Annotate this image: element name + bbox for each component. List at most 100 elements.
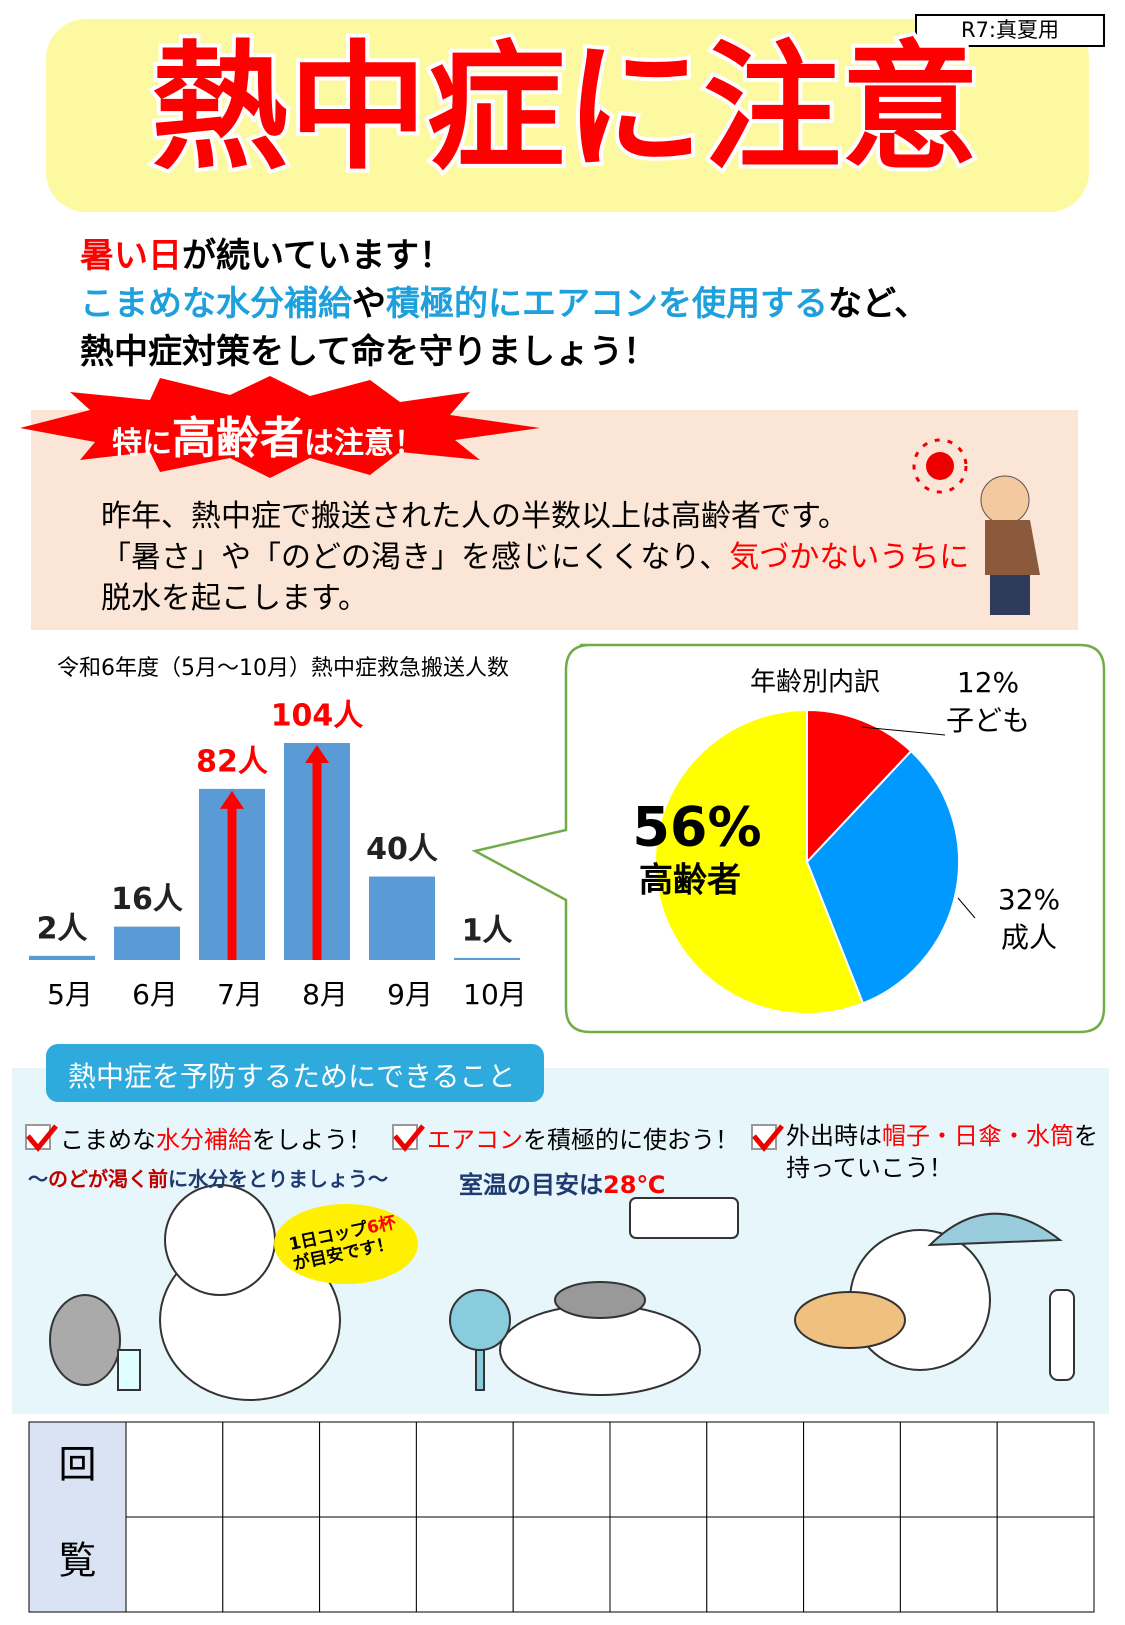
prevention-heading-box: [46, 1044, 544, 1102]
table-cell: [319, 1516, 417, 1613]
line: 「暑さ」や「のどの渇き」を感じにくくなり、気づかないうちに: [101, 537, 969, 578]
elderly-text: 昨年、熱中症で搬送された人の半数以上は高齢者です。 「暑さ」や「のどの渇き」を感じ…: [101, 496, 969, 619]
pie-chart: 年齢別内訳 12% 子ども 32% 成人 56%高齢者: [632, 666, 1060, 1015]
table-cell: [609, 1421, 708, 1518]
table-cell: [706, 1421, 805, 1518]
text-segment: 外出時は: [786, 1122, 882, 1150]
table-cell: [899, 1421, 998, 1518]
line: 昨年、熱中症で搬送された人の半数以上は高齢者です。: [101, 496, 969, 537]
text-segment: 高齢者: [172, 413, 304, 464]
item-sub: 室温の目安は28℃: [459, 1165, 665, 1200]
text-segment: を持っていこう！: [786, 1122, 1098, 1182]
bar: [114, 926, 180, 960]
pie-value-label: 12%: [957, 666, 1019, 699]
arrow-head: [305, 745, 329, 763]
table-cell: [319, 1421, 417, 1518]
table-cell: [899, 1516, 998, 1613]
text-segment: エアコン: [427, 1126, 523, 1154]
value-label: 2人: [37, 911, 88, 946]
chart-title: 令和6年度（5月～10月）熱中症救急搬送人数: [57, 656, 509, 681]
elderly-illustration: [980, 475, 1040, 615]
line: 脱水を起こします。: [101, 578, 969, 619]
pie-slice: [654, 708, 865, 1015]
circulation-label: 回: [58, 1443, 96, 1487]
check-icons: [25, 1124, 784, 1152]
table-cell: [996, 1421, 1095, 1518]
circulation-table: 回覧: [28, 1421, 1095, 1613]
prevention-heading: 熱中症を予防するためにできること: [68, 1060, 516, 1093]
title-box: [46, 19, 1089, 212]
bar: [369, 876, 435, 960]
category-label: 6月: [132, 978, 178, 1011]
text-segment: 暑い日: [80, 236, 182, 276]
text-segment: をしよう！: [252, 1126, 372, 1154]
text-segment: 特に: [112, 426, 172, 461]
pie-slice: [805, 749, 960, 1005]
bar: [29, 955, 95, 960]
line: 暑い日が続いています！: [80, 232, 928, 280]
text-segment: 6杯: [365, 1212, 398, 1239]
item-sub: ～のどが渇く前に水分をとりましょう～: [28, 1163, 388, 1192]
text-segment: 昨年、熱中症で搬送された人の半数以上は高齢者です。: [101, 499, 848, 534]
table-cell: [706, 1516, 805, 1613]
table-cell: [609, 1516, 708, 1613]
badge-box: [915, 14, 1105, 47]
banner-burst: [20, 376, 540, 478]
table-cell: [803, 1516, 901, 1613]
value-label: 1人: [462, 913, 513, 948]
category-label: 7月: [217, 978, 263, 1011]
leader-line: [957, 897, 976, 919]
text-segment: は注意！: [304, 426, 424, 461]
text-segment: ～: [28, 1167, 48, 1191]
text-segment: 「暑さ」や「のどの渇き」を感じにくくなり、: [101, 540, 730, 575]
table-cell: [803, 1421, 901, 1518]
pie-category-label: 子ども: [946, 704, 1030, 737]
text-segment: 熱中症対策をして命を守りましょう！: [80, 332, 657, 372]
item-title: こまめな水分補給をしよう！: [60, 1120, 372, 1155]
value-label: 40人: [366, 832, 438, 867]
category-label: 5月: [47, 978, 93, 1011]
banner: 特に高齢者は注意！: [112, 402, 424, 466]
table-cell: [415, 1421, 514, 1518]
text-segment: や: [352, 284, 386, 324]
text-segment: 積極的にエアコンを使用する: [386, 284, 828, 324]
text-segment: など、: [828, 284, 929, 324]
bar: [454, 957, 520, 960]
leader-line: [861, 726, 946, 736]
text-segment: 水分補給: [156, 1126, 252, 1154]
text-segment: 脱水を起こします。: [101, 581, 368, 616]
tip-bubble: [274, 1204, 418, 1284]
text-segment: 帽子・日傘・水筒: [882, 1122, 1074, 1150]
pie-value-label: 32%: [998, 883, 1060, 916]
category-label: 10月: [463, 978, 527, 1011]
text-segment: に水分をとりましょう～: [168, 1167, 388, 1191]
text-segment: 室温の目安は: [459, 1171, 603, 1199]
text-segment: のどが渇く前: [48, 1167, 168, 1191]
pie-slice: [806, 708, 913, 865]
table-cell: [125, 1516, 224, 1613]
pie-category-label: 高齢者: [639, 861, 741, 901]
text-segment: 28℃: [603, 1171, 666, 1199]
title: 熱中症に注意: [151, 28, 979, 189]
value-label: 82人: [196, 744, 268, 779]
value-label: 104人: [271, 699, 364, 734]
table-cell: [222, 1516, 321, 1613]
category-label: 9月: [387, 978, 433, 1011]
circulation-label: 覧: [58, 1539, 96, 1583]
sun-icon: [912, 438, 968, 494]
text-segment: こまめな水分補給: [80, 284, 352, 324]
line: こまめな水分補給や積極的にエアコンを使用するなど、: [80, 280, 928, 328]
category-label: 8月: [302, 978, 348, 1011]
text-segment: を積極的に使おう！: [523, 1126, 739, 1154]
badge: R7:真夏用: [961, 18, 1059, 42]
text-segment: こまめな: [60, 1126, 156, 1154]
table-cell: [512, 1516, 611, 1613]
chart-title: 年齢別内訳: [750, 668, 880, 698]
illustrations: [49, 1184, 1075, 1401]
intro: 暑い日が続いています！ こまめな水分補給や積極的にエアコンを使用するなど、 熱中症対…: [80, 232, 928, 376]
pie-category-label: 成人: [1001, 921, 1057, 954]
item-title: 外出時は帽子・日傘・水筒を持っていこう！: [786, 1120, 1116, 1184]
text-segment: 気づかないうちに: [729, 540, 970, 575]
